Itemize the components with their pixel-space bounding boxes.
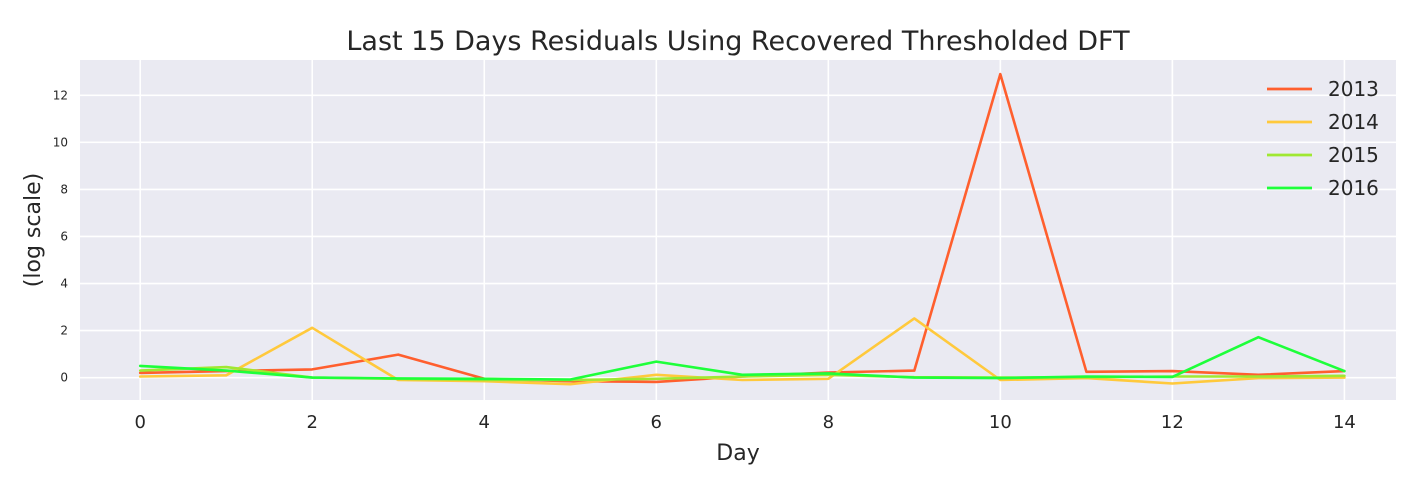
tick-layer: 0 2 4 6 8 10 12 14 0 2 4 6 8 10 12 [53,88,1356,433]
y-tick-label: 0 [60,371,68,385]
y-tick-label: 2 [60,324,68,338]
legend-label-2013: 2013 [1328,77,1379,101]
legend-label-2014: 2014 [1328,110,1379,134]
grid-layer [80,60,1396,400]
series-layer [138,72,1346,386]
y-tick-label: 12 [53,88,68,102]
x-tick-label: 4 [479,412,490,433]
x-tick-label: 14 [1333,412,1356,433]
y-tick-label: 4 [60,277,68,291]
x-axis-label: Day [716,441,759,466]
legend-label-2015: 2015 [1328,143,1379,167]
y-tick-label: 6 [60,229,68,243]
x-tick-label: 0 [134,412,145,433]
y-axis-label: (log scale) [21,173,46,287]
plot-area [80,60,1396,400]
chart-title: Last 15 Days Residuals Using Recovered T… [346,26,1130,57]
x-tick-label: 8 [823,412,834,433]
legend-label-2016: 2016 [1328,176,1379,200]
series-line-2014 [138,317,1346,386]
x-tick-label: 2 [307,412,318,433]
y-tick-label: 10 [53,135,68,149]
x-tick-label: 6 [651,412,662,433]
x-tick-label: 12 [1161,412,1184,433]
y-tick-label: 8 [60,182,68,196]
legend: 2013 2014 2015 2016 [1267,77,1379,200]
series-line-2016 [138,335,1346,381]
x-tick-label: 10 [989,412,1012,433]
